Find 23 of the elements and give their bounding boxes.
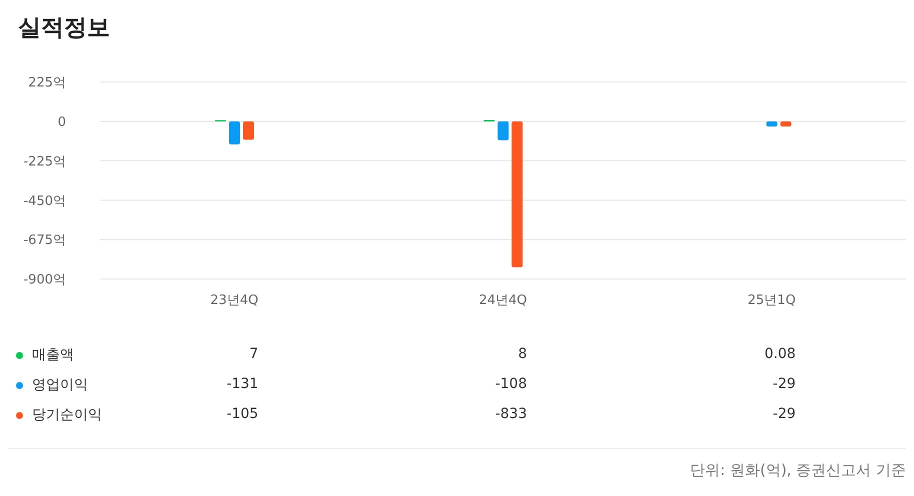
data-label: -131 xyxy=(226,376,258,392)
y-tick-label: -225억 xyxy=(23,154,66,170)
data-label: -108 xyxy=(495,376,527,392)
data-label: 8 xyxy=(518,346,527,362)
data-label: -29 xyxy=(772,406,796,422)
legend-label: 당기순이익 xyxy=(32,406,102,424)
y-tick-label: -900억 xyxy=(23,272,66,288)
data-label: -29 xyxy=(772,376,796,392)
legend-label: 매출액 xyxy=(32,346,74,364)
legend-label: 영업이익 xyxy=(32,376,88,394)
x-tick-label: 25년1Q xyxy=(748,293,796,308)
x-tick-label: 23년4Q xyxy=(210,293,258,308)
y-tick-label: 225억 xyxy=(28,76,66,91)
y-tick-label: -450억 xyxy=(23,194,66,209)
data-label: 0.08 xyxy=(764,346,796,362)
data-label: -105 xyxy=(226,406,258,422)
data-label: 7 xyxy=(249,346,258,362)
y-tick-label: 0 xyxy=(58,115,66,130)
chart-title: 실적정보 xyxy=(17,14,111,43)
y-tick-label: -675억 xyxy=(23,233,66,248)
data-label: -833 xyxy=(495,406,527,422)
x-tick-label: 24년4Q xyxy=(478,293,528,308)
text: 단위: 원화(억), 증권신고서 기준 xyxy=(689,461,906,480)
